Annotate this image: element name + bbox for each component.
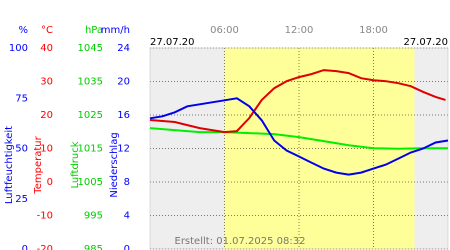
y-tick-label: 1045 — [78, 43, 103, 54]
axis-title: Luftfeuchtigkeit — [4, 126, 15, 204]
axis-unit: °C — [41, 25, 53, 36]
axis-title: Luftdruck — [70, 141, 81, 188]
axis-unit: mm/h — [101, 25, 130, 36]
x-tick-label: 18:00 — [359, 25, 388, 36]
y-tick-label: 1005 — [78, 177, 103, 188]
y-tick-label: 25 — [15, 194, 28, 205]
series-line — [149, 127, 448, 150]
y-tick-label: 24 — [117, 43, 130, 54]
y-tick-label: 50 — [15, 144, 28, 155]
y-tick-label: 0 — [22, 244, 28, 250]
footer: Erstellt: 01.07.2025 08:32 — [175, 236, 306, 247]
y-tick-label: 20 — [117, 77, 130, 88]
y-tick-label: 0 — [47, 177, 53, 188]
y-tick-label: 985 — [84, 244, 103, 250]
y-tick-label: 0 — [124, 244, 130, 250]
y-tick-label: -20 — [37, 244, 53, 250]
y-tick-label: 1015 — [78, 144, 103, 155]
date-left: 27.07.20 — [150, 37, 195, 48]
axis-unit: % — [18, 25, 28, 36]
y-tick-label: 30 — [40, 77, 53, 88]
series-line — [149, 97, 449, 176]
y-tick-label: 1035 — [78, 77, 103, 88]
x-tick-label: 12:00 — [285, 25, 314, 36]
y-tick-label: 20 — [40, 110, 53, 121]
series-line — [149, 69, 446, 134]
y-tick-label: 995 — [84, 211, 103, 222]
y-tick-label: 1025 — [78, 110, 103, 121]
axis-unit: hPa — [85, 25, 103, 36]
y-tick-label: 100 — [9, 43, 28, 54]
y-tick-label: 4 — [124, 211, 130, 222]
y-tick-label: 16 — [117, 110, 130, 121]
y-tick-label: 40 — [40, 43, 53, 54]
axis-title: Temperatur — [33, 135, 44, 194]
y-tick-label: 10 — [40, 144, 53, 155]
y-tick-label: 12 — [117, 144, 130, 155]
x-tick-label: 06:00 — [210, 25, 239, 36]
y-tick-label: 75 — [15, 93, 28, 104]
date-right: 27.07.20 — [403, 37, 448, 48]
y-tick-label: 8 — [124, 177, 130, 188]
y-tick-label: -10 — [37, 211, 53, 222]
axis-title: Niederschlag — [109, 132, 120, 197]
